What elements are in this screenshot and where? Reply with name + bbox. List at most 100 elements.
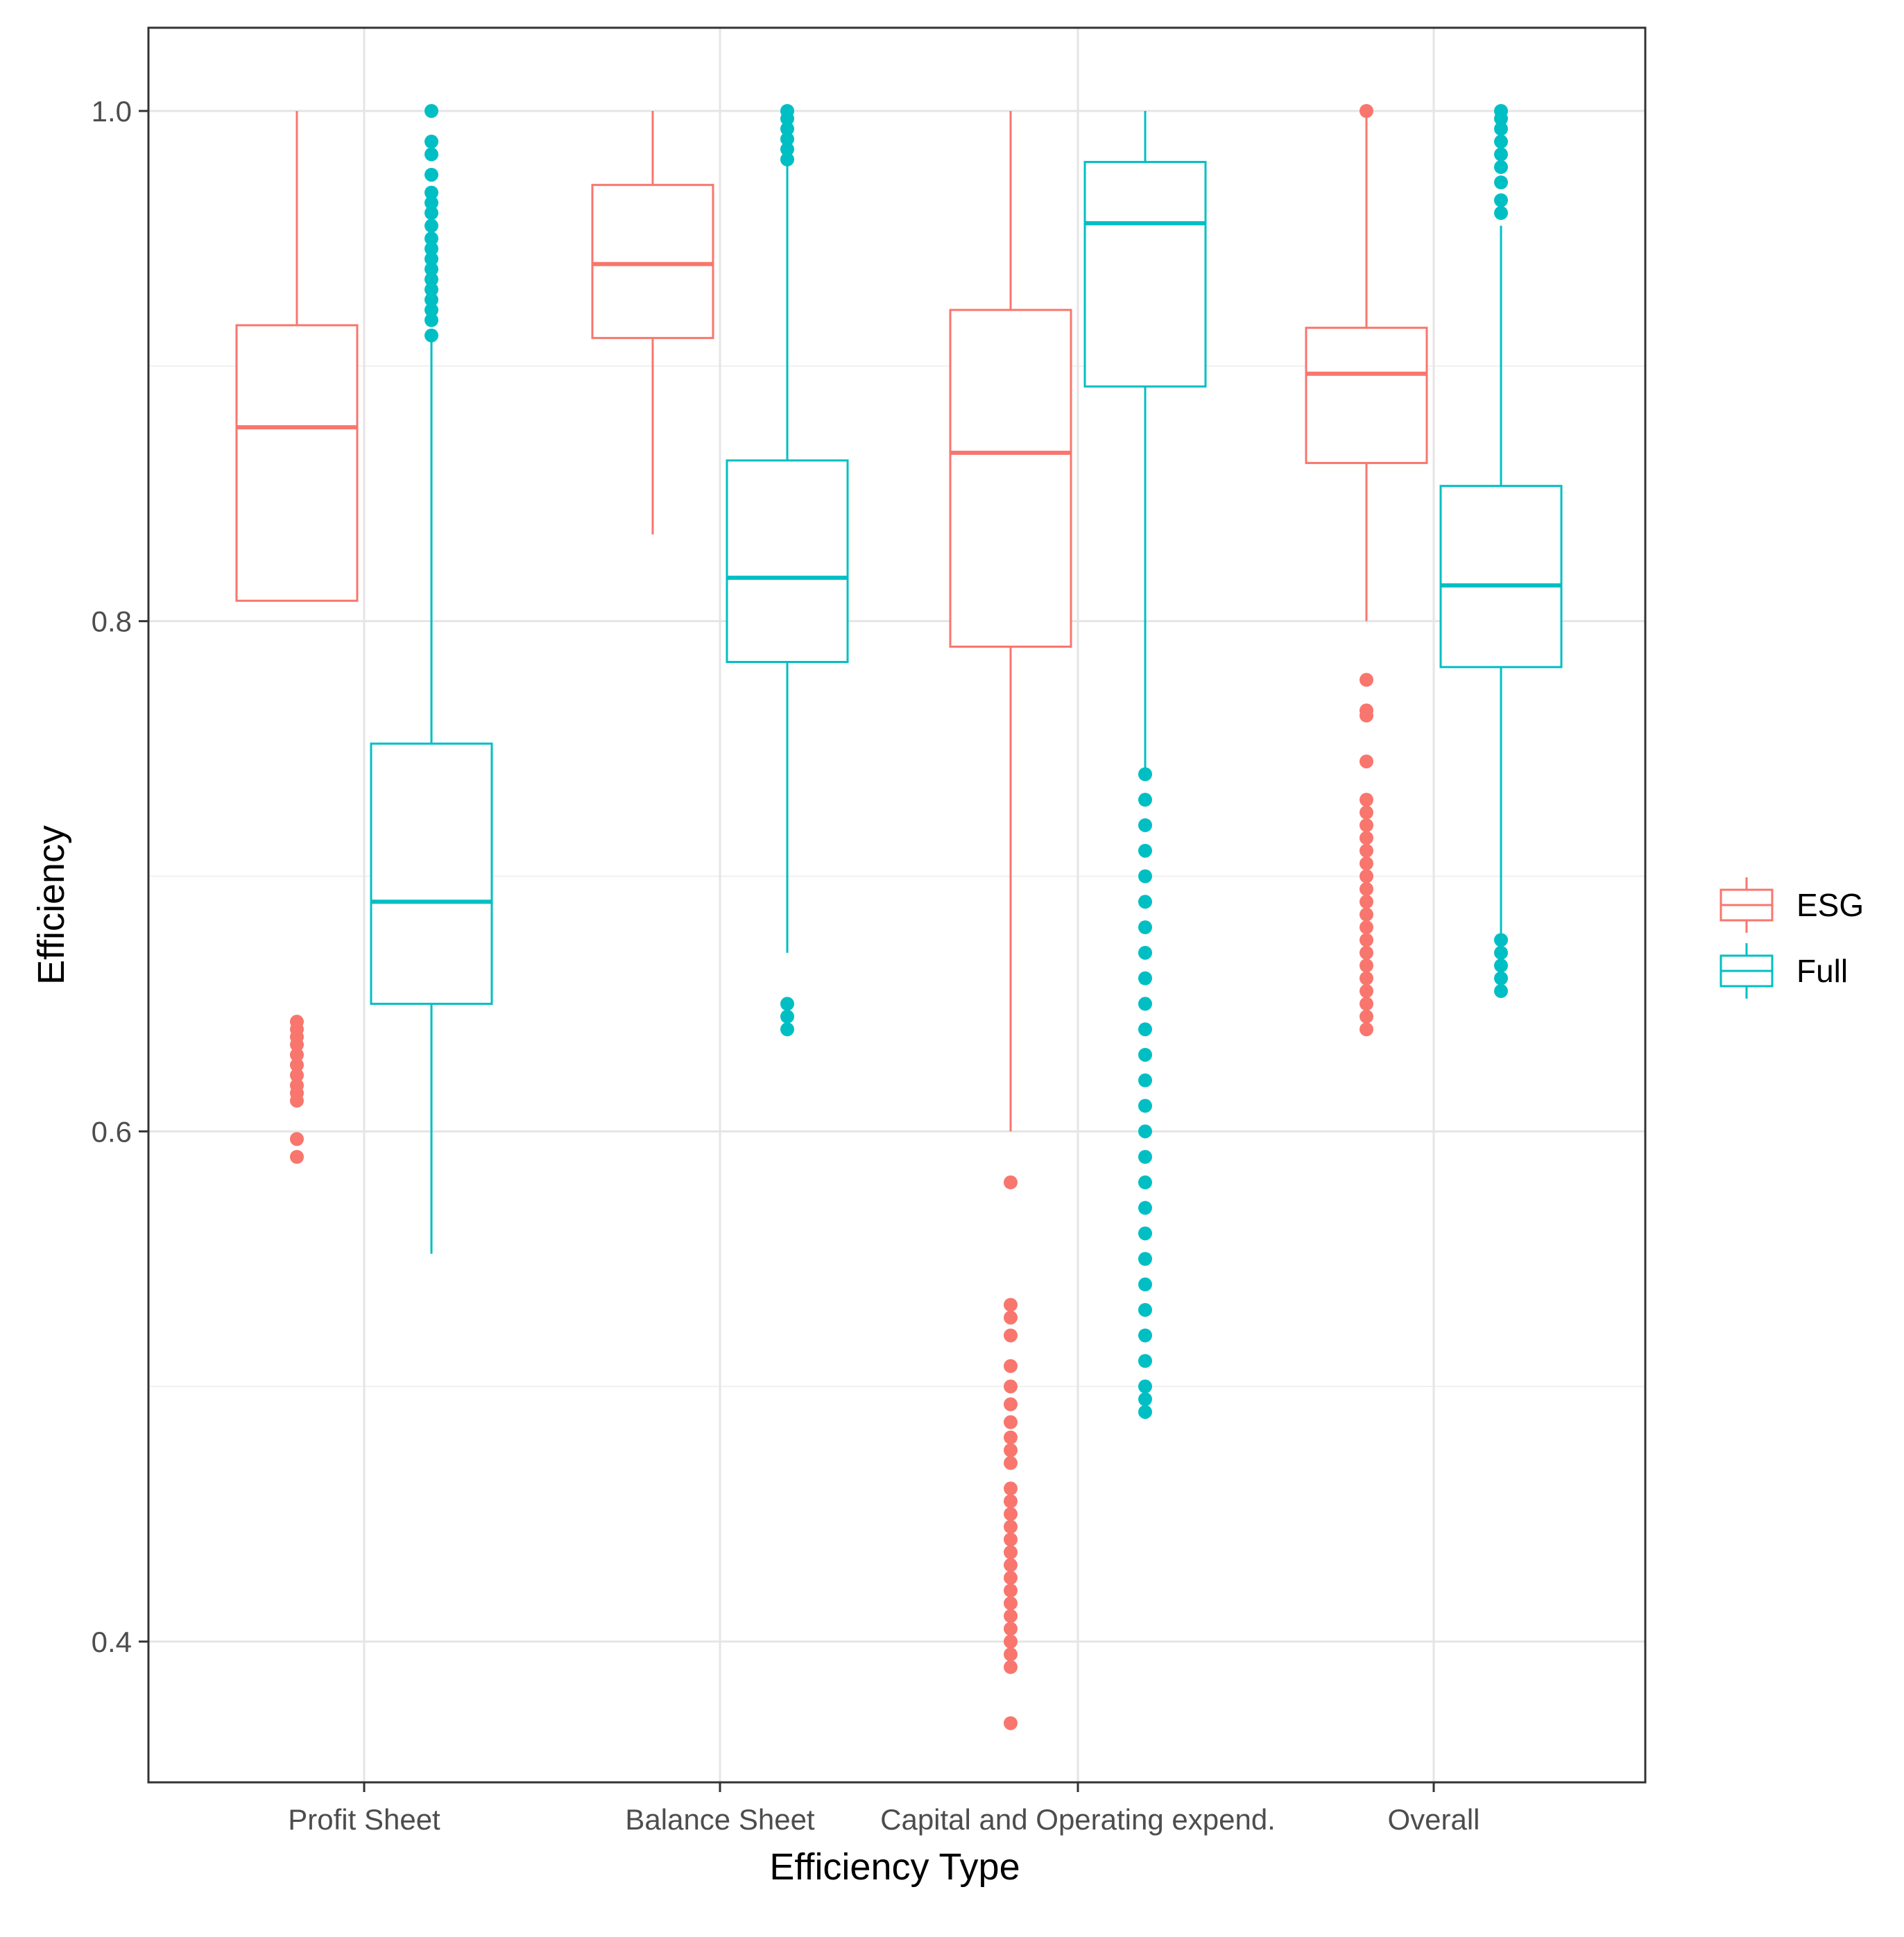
outlier-point (290, 1078, 304, 1093)
outlier-point (424, 196, 438, 210)
outlier-point (424, 104, 438, 118)
outlier-point (1360, 856, 1373, 871)
outlier-point (1004, 1443, 1018, 1458)
outlier-point (1138, 1302, 1152, 1317)
outlier-point (290, 1150, 304, 1164)
legend: ESG Full (1719, 877, 1864, 999)
box-series (235, 104, 1563, 1730)
outlier-point (424, 262, 438, 277)
outlier-point (1004, 1647, 1018, 1662)
outlier-point (1004, 1494, 1018, 1508)
outlier-point (424, 231, 438, 246)
outlier-point (1004, 1545, 1018, 1560)
outlier-point (1004, 1621, 1018, 1636)
outlier-point (1360, 805, 1373, 820)
outlier-point (1138, 945, 1152, 960)
outlier-point (290, 1058, 304, 1072)
outlier-point (424, 302, 438, 317)
outlier-point (780, 152, 794, 166)
outlier-point (1138, 843, 1152, 858)
outlier-point (1004, 1328, 1018, 1343)
outlier-point (1360, 1022, 1373, 1037)
outlier-point (424, 272, 438, 286)
outlier-point (424, 185, 438, 200)
outlier-point (1138, 818, 1152, 832)
legend-label-esg: ESG (1796, 887, 1864, 923)
outlier-point (1138, 997, 1152, 1011)
outlier-point (1360, 703, 1373, 718)
panel-border (147, 26, 1647, 1784)
outlier-point (424, 252, 438, 266)
x-tick-label: Balance Sheet (625, 1803, 815, 1836)
outlier-point (1494, 160, 1508, 174)
y-tick-label: 0.8 (92, 605, 132, 638)
outlier-point (1004, 1481, 1018, 1496)
outlier-point (424, 147, 438, 162)
outlier-point (780, 1009, 794, 1024)
x-tick-label: Capital and Operating expend. (880, 1803, 1276, 1836)
series-full (370, 104, 1563, 1419)
outlier-point (1138, 793, 1152, 807)
outlier-point (1494, 104, 1508, 118)
box-esg-2 (949, 111, 1072, 1730)
outlier-point (1004, 1397, 1018, 1411)
outlier-point (290, 1132, 304, 1146)
y-tick-label: 0.4 (92, 1626, 132, 1658)
outlier-point (1138, 1175, 1152, 1189)
box-body (1305, 327, 1428, 465)
outlier-point (1004, 1571, 1018, 1585)
outlier-point (1138, 1404, 1152, 1419)
outlier-point (1138, 1392, 1152, 1406)
outlier-point (1494, 971, 1508, 985)
outlier-point (1004, 1298, 1018, 1312)
outlier-point (1004, 1558, 1018, 1572)
box-body (1439, 485, 1563, 669)
outlier-point (1004, 1456, 1018, 1470)
outlier-point (1360, 843, 1373, 858)
outlier-point (1494, 121, 1508, 136)
outlier-point (1360, 104, 1373, 118)
box-body (591, 184, 714, 339)
outlier-point (424, 135, 438, 149)
outlier-point (1138, 869, 1152, 884)
outlier-point (1138, 1047, 1152, 1062)
outlier-point (1004, 1175, 1018, 1189)
outlier-point (1360, 958, 1373, 973)
outlier-point (1494, 193, 1508, 207)
outlier-point (1360, 971, 1373, 985)
outlier-point (1138, 1073, 1152, 1087)
box-esg-1 (591, 111, 714, 535)
outlier-point (1360, 1009, 1373, 1024)
outlier-point (1138, 1124, 1152, 1139)
outlier-point (1494, 175, 1508, 189)
outlier-point (1004, 1507, 1018, 1522)
outlier-point (424, 313, 438, 327)
outlier-point (1360, 895, 1373, 909)
outlier-point (290, 1015, 304, 1029)
outlier-point (424, 167, 438, 182)
outlier-point (1138, 1252, 1152, 1266)
x-axis: Profit Sheet Balance Sheet Capital and Ope… (288, 1782, 1480, 1836)
outlier-point (1360, 818, 1373, 832)
outlier-point (290, 1047, 304, 1062)
legend-key-full (1719, 943, 1774, 999)
outlier-point (1138, 920, 1152, 935)
outlier-point (1138, 1379, 1152, 1394)
box-full-0 (370, 104, 493, 1254)
box-body (235, 324, 359, 602)
outlier-point (1360, 881, 1373, 896)
outlier-point (780, 121, 794, 136)
outlier-point (1138, 1277, 1152, 1292)
box-body (949, 309, 1072, 648)
outlier-point (1138, 767, 1152, 782)
outlier-point (1138, 895, 1152, 909)
outlier-point (424, 241, 438, 256)
outlier-point (1494, 945, 1508, 960)
outlier-point (780, 104, 794, 118)
outlier-point (1004, 1415, 1018, 1429)
outlier-point (424, 218, 438, 233)
outlier-point (290, 1068, 304, 1083)
legend-label-full: Full (1796, 953, 1848, 989)
outlier-point (780, 1022, 794, 1037)
